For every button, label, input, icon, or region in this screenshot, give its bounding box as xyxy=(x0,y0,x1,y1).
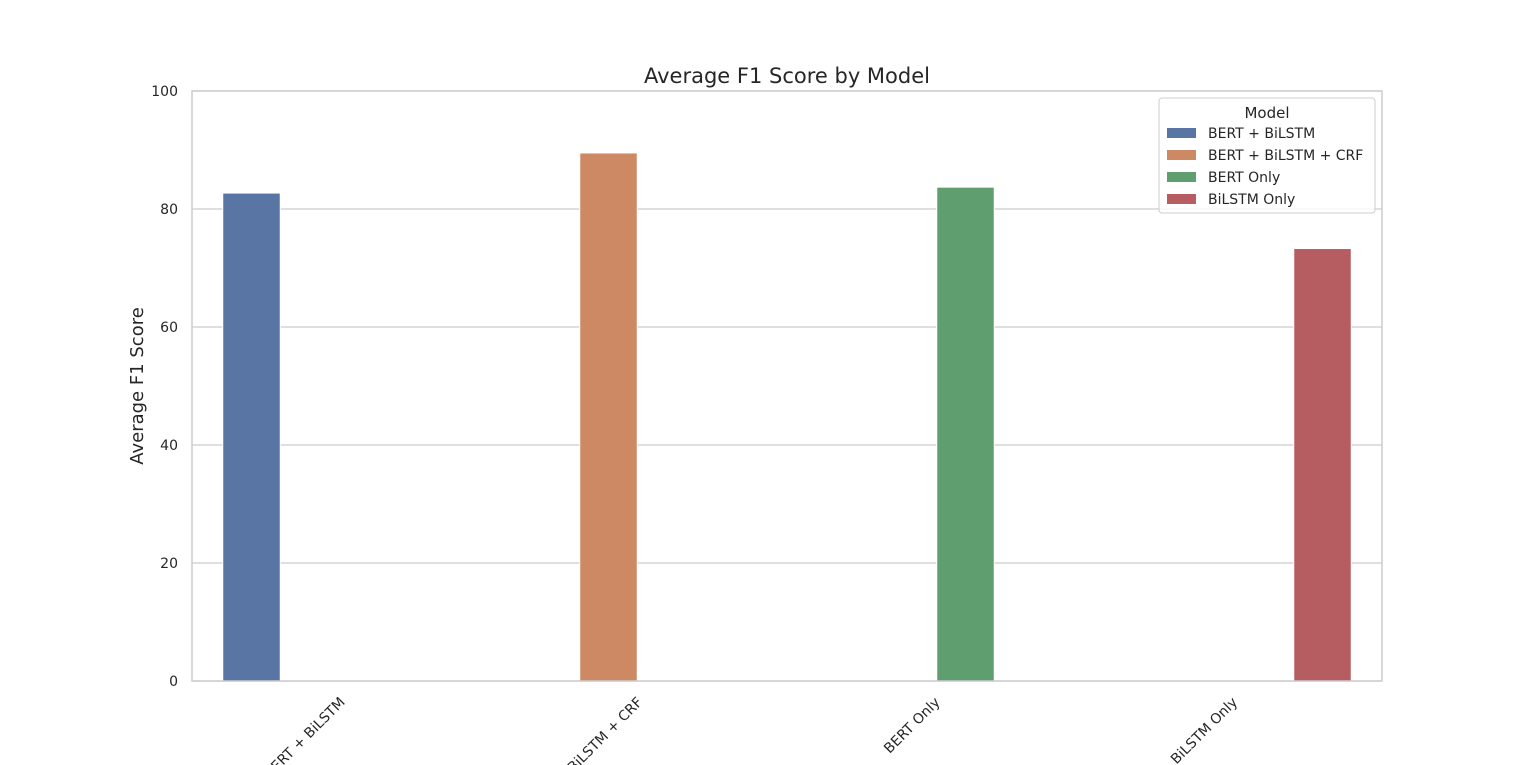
bar xyxy=(222,192,281,682)
legend-label: BERT + BiLSTM + CRF xyxy=(1208,148,1363,164)
y-tick-label: 60 xyxy=(160,320,178,336)
y-tick-label: 100 xyxy=(151,84,178,100)
legend-label: BERT Only xyxy=(1208,170,1280,186)
x-tick-labels: ERT + BiLSTM BiLSTM + CRF BERT Only BiLSTM … xyxy=(268,695,1241,765)
bar xyxy=(1293,248,1352,682)
legend-swatch xyxy=(1167,194,1196,204)
x-tick-label: BiLSTM + CRF xyxy=(565,695,646,765)
bars xyxy=(222,152,1352,682)
y-tick-labels: 0 20 40 60 80 100 xyxy=(151,84,178,690)
x-tick-label: ERT + BiLSTM xyxy=(268,695,348,765)
legend-title: Model xyxy=(1244,104,1289,122)
x-tick-label: BERT Only xyxy=(881,695,943,757)
legend-label: BERT + BiLSTM xyxy=(1208,126,1315,142)
y-tick-label: 80 xyxy=(160,202,178,218)
x-tick-label: BiLSTM Only xyxy=(1168,695,1241,765)
legend-swatch xyxy=(1167,150,1196,160)
y-tick-label: 0 xyxy=(169,674,178,690)
y-axis-label: Average F1 Score xyxy=(127,307,148,465)
bar xyxy=(579,152,638,682)
legend-swatch xyxy=(1167,172,1196,182)
bar xyxy=(936,186,995,682)
y-tick-label: 20 xyxy=(160,556,178,572)
chart-title: Average F1 Score by Model xyxy=(644,64,930,88)
y-tick-label: 40 xyxy=(160,438,178,454)
legend-box xyxy=(1158,97,1376,214)
plot-frame xyxy=(191,90,1383,682)
legend-items: BERT + BiLSTM BERT + BiLSTM + CRF BERT Onl… xyxy=(1167,126,1363,208)
legend-swatch xyxy=(1167,128,1196,138)
legend-label: BiLSTM Only xyxy=(1208,192,1295,208)
